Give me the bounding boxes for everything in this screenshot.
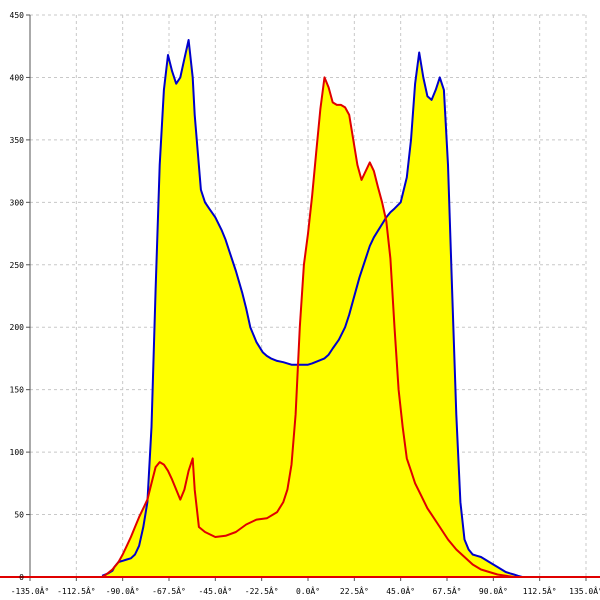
x-tick-label: -67.5Â° bbox=[152, 585, 186, 596]
x-tick-label: -22.5Â° bbox=[245, 585, 279, 596]
y-tick-label: 0 bbox=[19, 573, 24, 582]
y-tick-label: 350 bbox=[10, 136, 25, 145]
x-tick-label: -90.0Â° bbox=[106, 585, 140, 596]
y-tick-label: 50 bbox=[14, 511, 24, 520]
series-line-2 bbox=[101, 76, 523, 578]
y-tick-label: 100 bbox=[10, 448, 25, 457]
series-layer bbox=[0, 39, 600, 578]
x-tick-label: -45.0Â° bbox=[198, 585, 232, 596]
x-tick-label: -112.5Â° bbox=[57, 585, 96, 596]
y-tick-label: 250 bbox=[10, 261, 25, 270]
y-tick-label: 200 bbox=[10, 323, 25, 332]
fill-layer bbox=[102, 39, 523, 577]
y-tick-label: 150 bbox=[10, 386, 25, 395]
tick-labels: 0 50 100 150 200 250 300 350 400 450 -135.0Â° -112.… bbox=[10, 11, 600, 596]
y-tick-label: 450 bbox=[10, 11, 25, 20]
area-fill bbox=[102, 39, 523, 577]
x-tick-label: 135.0Â° bbox=[569, 585, 600, 596]
series-line-1 bbox=[101, 39, 523, 578]
y-tick-label: 400 bbox=[10, 73, 25, 82]
y-tick-label: 300 bbox=[10, 198, 25, 207]
x-tick-label: 67.5Â° bbox=[433, 585, 462, 596]
x-tick-label: 22.5Â° bbox=[340, 585, 369, 596]
x-tick-label: 90.0Â° bbox=[479, 585, 508, 596]
x-tick-label: 45.0Â° bbox=[386, 585, 415, 596]
x-tick-label: 0.0Â° bbox=[296, 585, 320, 596]
x-tick-label: 112.5Â° bbox=[523, 585, 557, 596]
x-tick-label: -135.0Â° bbox=[11, 585, 50, 596]
